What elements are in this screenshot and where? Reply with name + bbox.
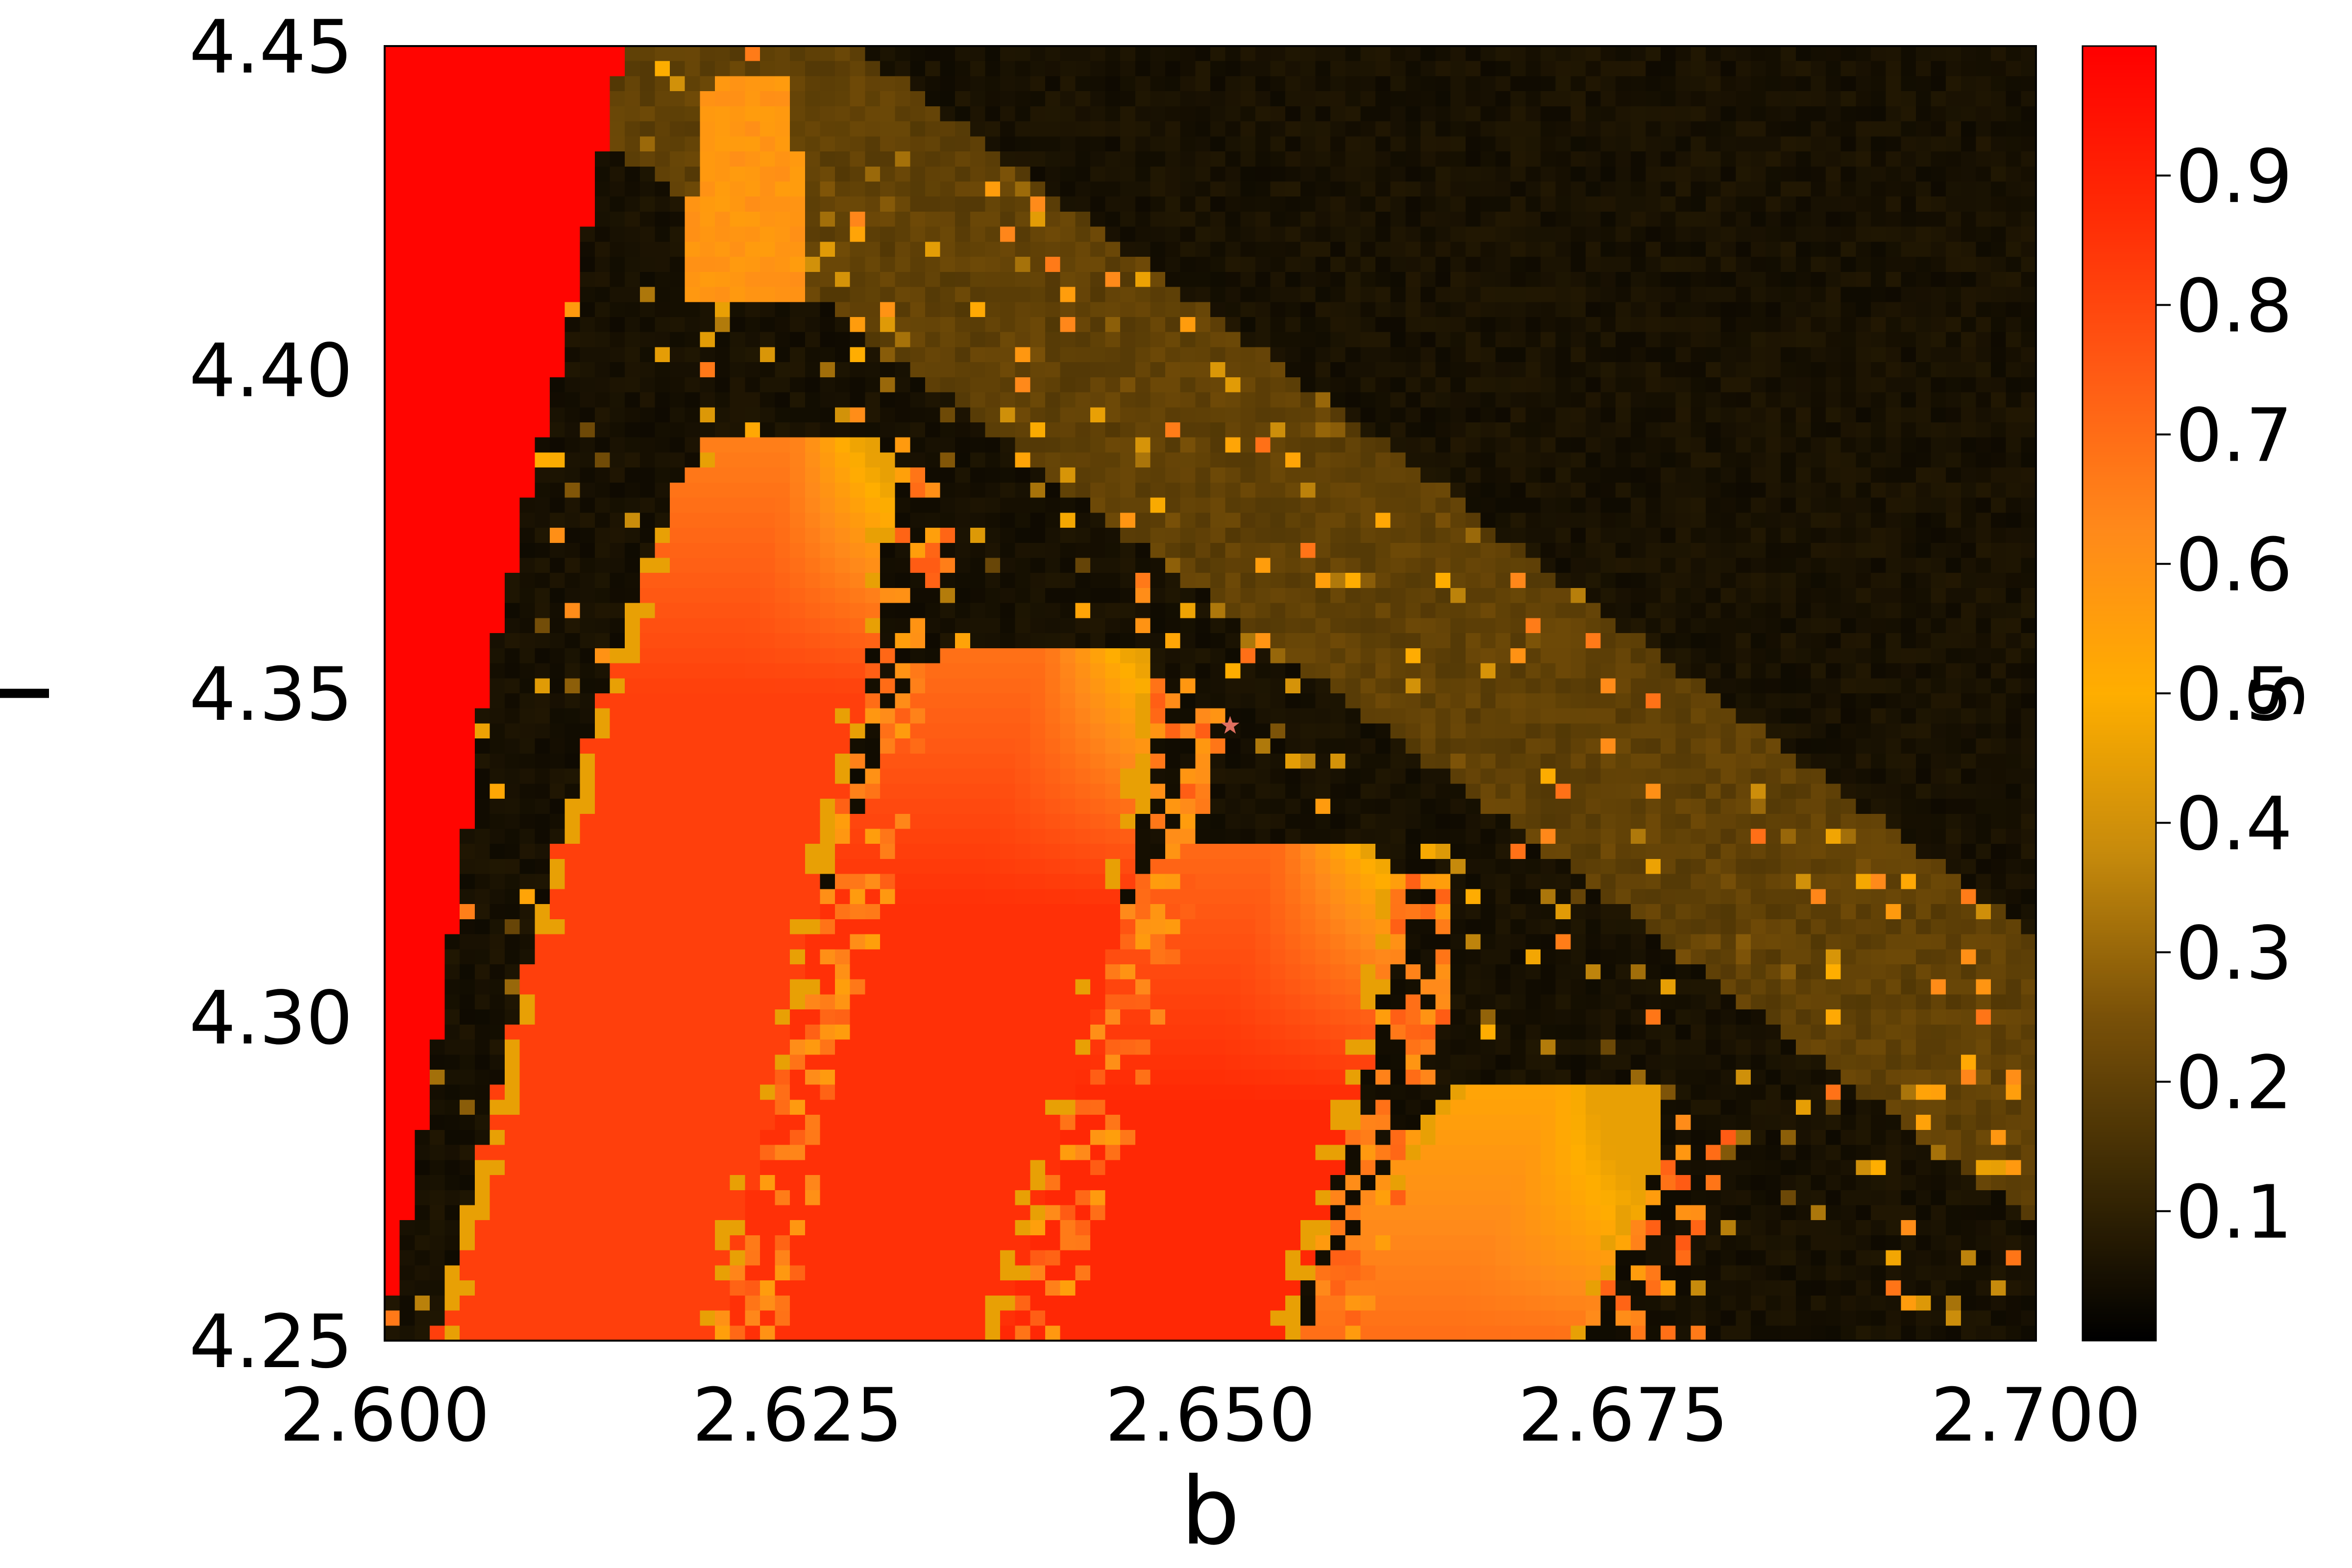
colorbar-tick-label: 0.7 [2176,393,2293,479]
y-axis: 4.25 4.30 4.35 4.40 4.45 [189,5,353,1385]
y-axis-label: I [0,680,71,707]
x-tick-label: 2.675 [1518,1373,1728,1458]
colorbar-tick-label: 0.2 [2176,1041,2293,1126]
colorbar-tick-label: 0.5 [2176,652,2293,737]
colorbar [2082,46,2156,1341]
x-tick-label: 2.650 [1105,1373,1315,1458]
y-tick-label: 4.30 [189,976,353,1061]
heatmap-plot-area [385,46,2036,1341]
colorbar-tick-label: 0.1 [2176,1170,2293,1255]
colorbar-tick-label: 0.3 [2176,911,2293,996]
y-tick-label: 4.45 [189,5,353,90]
colorbar-tick-label: 0.9 [2176,134,2293,220]
x-axis-label: b [1181,1457,1240,1566]
x-tick-label: 2.625 [692,1373,903,1458]
colorbar-axis: 0.1 0.2 0.3 0.4 0.5 0.6 0.7 0.8 0.9 [2156,134,2293,1255]
x-axis: 2.600 2.625 2.650 2.675 2.700 [279,1373,2141,1458]
y-tick-label: 4.40 [189,329,353,414]
colorbar-tick-label: 0.8 [2176,264,2293,349]
colorbar-label: S [2235,672,2321,719]
colorbar-tick-label: 0.6 [2176,523,2293,608]
colorbar-tick-label: 0.4 [2176,782,2293,867]
x-tick-label: 2.600 [279,1373,490,1458]
y-tick-label: 4.35 [189,652,353,737]
y-tick-label: 4.25 [189,1299,353,1385]
x-tick-label: 2.700 [1931,1373,2141,1458]
